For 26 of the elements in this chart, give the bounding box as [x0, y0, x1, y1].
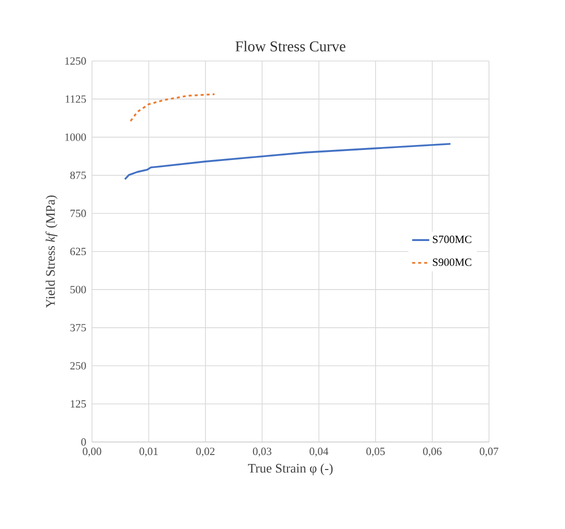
x-axis-title: True Strain φ (-): [248, 464, 333, 476]
legend-label: S900MC: [432, 258, 472, 266]
y-tick-label: 250: [70, 362, 86, 370]
y-axis-title: Yield Stress kf (MPa): [46, 196, 58, 308]
chart-title: Flow Stress Curve: [236, 40, 346, 52]
y-tick-label: 500: [70, 286, 86, 294]
line-series: [130, 93, 216, 122]
x-tick-label: 0,05: [366, 448, 385, 457]
x-tick-label: 0,07: [480, 448, 498, 457]
y-tick-label: 1000: [65, 133, 86, 141]
y-tick-label: 1125: [66, 95, 86, 103]
y-tick-label: 625: [70, 248, 86, 256]
x-tick-label: 0,01: [140, 448, 158, 457]
y-tick-label: 375: [70, 324, 86, 332]
y-tick-label: 0: [81, 438, 86, 446]
y-tick-label: 875: [70, 172, 86, 179]
legend-label: S700MC: [432, 236, 472, 244]
x-tick-label: 0,04: [310, 448, 328, 457]
x-tick-label: 0,06: [423, 448, 442, 457]
y-tick-label: 750: [70, 210, 86, 218]
y-tick-label: 1250: [65, 57, 86, 65]
y-tick-label: 125: [70, 400, 86, 408]
x-tick-label: 0,00: [82, 448, 102, 457]
x-tick-label: 0,02: [196, 448, 214, 457]
x-tick-label: 0,03: [252, 448, 272, 457]
line-series: [124, 142, 452, 180]
